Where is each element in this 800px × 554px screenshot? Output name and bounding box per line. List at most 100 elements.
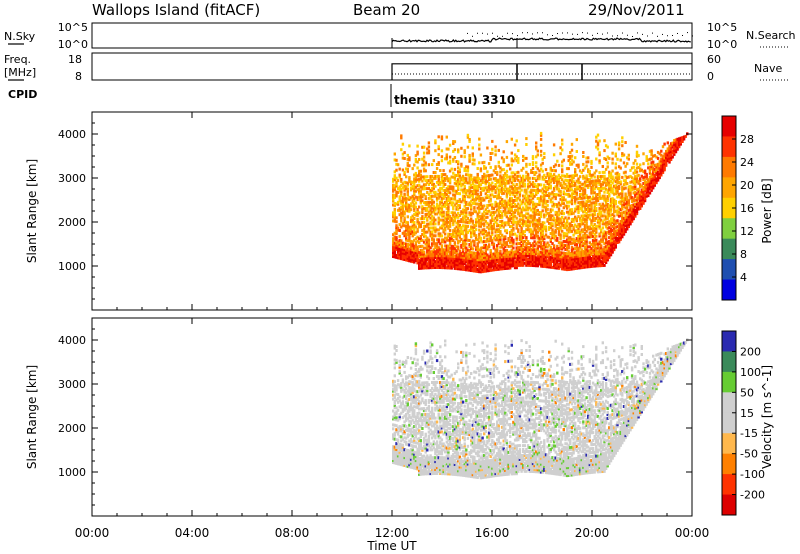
power-cell	[582, 244, 585, 248]
power-cell	[413, 258, 416, 262]
power-cell	[481, 260, 484, 264]
power-cell	[400, 255, 403, 259]
power-cell	[606, 216, 609, 220]
power-cell	[474, 253, 478, 257]
power-cell	[539, 215, 543, 219]
power-cell	[614, 245, 617, 249]
power-cell	[444, 262, 447, 266]
power-cell	[450, 264, 453, 268]
power-cell	[609, 209, 613, 213]
power-cell	[447, 216, 450, 220]
power-cell	[561, 251, 564, 255]
power-cell	[492, 185, 496, 189]
power-cell	[434, 246, 437, 250]
power-cell	[458, 251, 461, 255]
power-cell	[418, 171, 421, 175]
power-cell	[403, 184, 406, 188]
power-cell	[640, 184, 643, 188]
power-cell	[470, 177, 473, 181]
sky-left-label: N.Sky	[4, 30, 36, 43]
power-cell	[413, 232, 416, 236]
power-cell	[567, 192, 570, 196]
power-cell	[569, 222, 572, 226]
power-cell	[440, 226, 444, 230]
power-cell	[500, 184, 504, 188]
power-cell	[616, 211, 619, 215]
power-cell	[513, 191, 517, 194]
power-cell	[466, 238, 470, 242]
power-cell	[601, 208, 604, 212]
power-cell	[431, 222, 434, 226]
power-cell	[569, 253, 572, 257]
power-cell	[559, 217, 562, 221]
power-cell	[439, 218, 442, 222]
power-cell	[393, 158, 396, 162]
power-cell	[572, 253, 575, 257]
power-cell	[523, 208, 526, 212]
power-cell	[588, 199, 591, 203]
power-cell	[473, 229, 476, 233]
power-cell	[481, 250, 484, 254]
power-cell	[637, 189, 640, 193]
power-cell	[414, 211, 418, 215]
power-cell	[479, 260, 483, 264]
power-cell	[564, 178, 567, 182]
power-cell	[474, 236, 478, 239]
power-cell	[606, 195, 609, 199]
power-cell	[440, 175, 444, 178]
power-cell	[431, 244, 434, 248]
power-cell	[608, 226, 611, 230]
power-cell	[413, 256, 416, 260]
power-cell	[595, 183, 598, 187]
power-cell	[504, 205, 507, 209]
power-cell	[648, 181, 652, 185]
power-cell	[403, 252, 406, 256]
power-cell	[533, 210, 536, 214]
power-cell	[520, 251, 523, 255]
power-cell	[604, 223, 608, 227]
power-cell	[481, 175, 484, 178]
power-cell	[621, 221, 624, 225]
power-cell	[432, 252, 435, 256]
power-cell	[479, 187, 483, 191]
power-cell	[556, 219, 559, 223]
power-cell	[629, 206, 632, 210]
power-cell	[416, 152, 419, 156]
power-cell	[429, 230, 432, 234]
power-cell	[608, 242, 611, 245]
power-cell	[549, 208, 552, 212]
power-cell	[619, 208, 622, 212]
power-cell	[548, 253, 551, 257]
power-cell	[520, 188, 523, 192]
power-cell	[536, 244, 539, 248]
power-cell	[561, 259, 564, 263]
power-cell	[575, 256, 578, 260]
power-cell	[578, 258, 582, 262]
power-cell	[418, 195, 421, 199]
power-cell	[543, 205, 546, 209]
power-cell	[583, 208, 587, 212]
power-cell	[517, 210, 520, 214]
power-cell	[546, 235, 549, 239]
power-cell	[585, 180, 588, 184]
power-cell	[569, 252, 572, 255]
power-cell	[502, 160, 505, 164]
power-cell	[429, 220, 432, 224]
power-cell	[466, 268, 470, 272]
power-cell	[551, 204, 554, 208]
power-cell	[418, 187, 421, 191]
power-cell	[622, 222, 626, 226]
power-cell	[531, 232, 535, 236]
power-cell	[530, 198, 533, 202]
power-cell	[447, 187, 450, 191]
freq-right-tick-top: 60	[707, 53, 721, 66]
power-cell	[437, 218, 440, 222]
power-cell	[552, 264, 556, 268]
power-cell	[515, 198, 518, 202]
power-cell	[574, 255, 577, 259]
power-cell	[393, 217, 396, 221]
power-cell	[427, 204, 431, 208]
power-cell	[468, 243, 471, 246]
power-cell	[609, 213, 613, 217]
